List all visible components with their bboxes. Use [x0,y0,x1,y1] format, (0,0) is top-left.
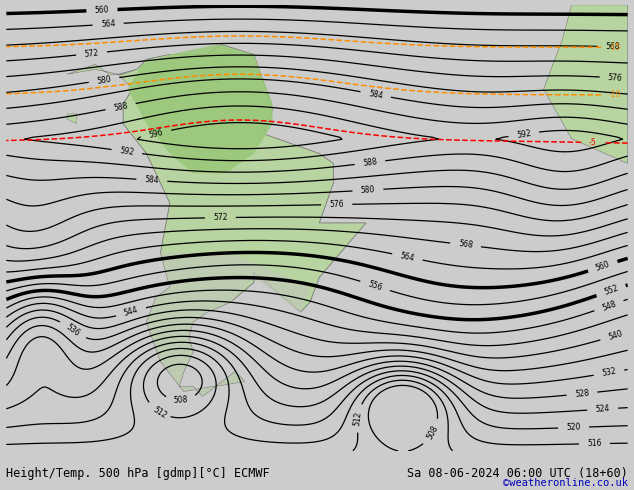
Text: 508: 508 [425,424,440,441]
Text: 572: 572 [84,48,100,59]
Text: Height/Temp. 500 hPa [gdmp][°C] ECMWF: Height/Temp. 500 hPa [gdmp][°C] ECMWF [6,467,270,480]
Polygon shape [146,253,310,396]
Text: 528: 528 [574,389,590,399]
Text: 584: 584 [145,175,159,185]
Text: 544: 544 [123,305,139,318]
Text: 560: 560 [94,5,110,15]
Text: -10: -10 [609,90,621,99]
Text: 588: 588 [113,100,129,113]
Text: 568: 568 [458,240,474,250]
Text: 596: 596 [148,127,164,140]
Polygon shape [67,114,77,124]
Text: 592: 592 [516,128,532,140]
Text: 508: 508 [174,395,188,405]
Text: 564: 564 [101,19,116,29]
Text: ©weatheronline.co.uk: ©weatheronline.co.uk [503,478,628,488]
Text: 548: 548 [600,299,618,313]
Text: 564: 564 [399,251,415,263]
Text: 580: 580 [360,185,375,195]
Text: 512: 512 [353,411,363,426]
Text: 532: 532 [601,367,617,378]
Polygon shape [543,5,628,164]
Text: 540: 540 [607,329,623,342]
Text: 576: 576 [607,73,623,83]
Polygon shape [119,45,366,396]
Text: 552: 552 [603,284,619,297]
Text: -15: -15 [609,43,621,52]
Text: 560: 560 [594,260,611,273]
Text: 524: 524 [595,404,611,414]
Text: 584: 584 [368,89,384,100]
Text: 536: 536 [64,322,81,338]
Text: 572: 572 [213,213,228,222]
Text: 592: 592 [119,146,134,157]
Text: 556: 556 [366,279,384,293]
Polygon shape [67,54,207,89]
Text: 576: 576 [329,200,344,209]
Text: 568: 568 [605,42,621,51]
Text: 512: 512 [152,405,169,420]
Text: 516: 516 [587,439,602,448]
Text: -5: -5 [588,138,596,147]
Text: Sa 08-06-2024 06:00 UTC (18+60): Sa 08-06-2024 06:00 UTC (18+60) [407,467,628,480]
Text: 588: 588 [362,157,378,168]
Text: 520: 520 [566,423,581,432]
Text: 580: 580 [96,74,112,86]
Polygon shape [128,45,273,173]
